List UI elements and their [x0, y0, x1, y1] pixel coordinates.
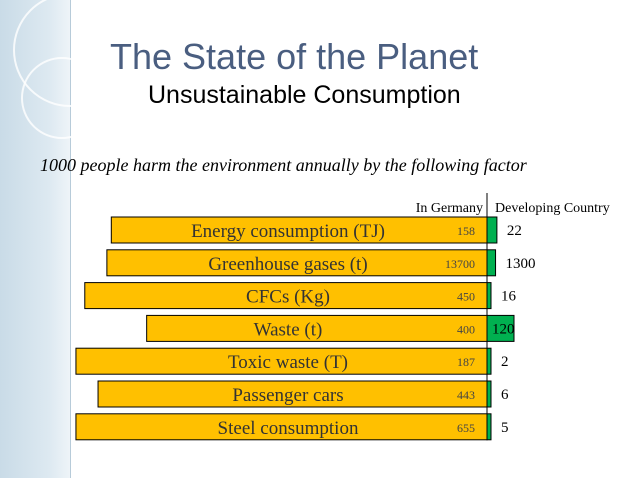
decorative-band: [0, 0, 70, 478]
developing-bar: [486, 216, 498, 244]
developing-value-label: 2: [501, 354, 509, 370]
slide-subtitle: Unsustainable Consumption: [148, 81, 461, 109]
legend-developing: Developing Country: [495, 201, 610, 216]
developing-value-label: 5: [501, 420, 509, 436]
germany-bar: [75, 413, 488, 441]
germany-value-label: 13700: [445, 257, 475, 271]
developing-bar: [486, 282, 492, 310]
category-label: Passenger cars: [232, 385, 343, 406]
germany-bar: [106, 249, 488, 277]
germany-bar: [75, 347, 488, 375]
developing-bar: [486, 314, 515, 342]
chart-caption: 1000 people harm the environment annuall…: [40, 155, 527, 175]
germany-bar: [146, 314, 488, 342]
germany-value-label: 187: [457, 355, 475, 369]
developing-bar: [486, 413, 492, 441]
developing-bar: [486, 249, 497, 277]
developing-value-label: 16: [501, 289, 517, 305]
category-label: Steel consumption: [218, 418, 359, 439]
category-label: Toxic waste (T): [228, 352, 348, 373]
decorative-divider: [70, 0, 71, 478]
category-label: Energy consumption (TJ): [191, 221, 385, 242]
decorative-circle-inner: [21, 57, 103, 139]
germany-value-label: 655: [457, 421, 475, 435]
germany-bar: [110, 216, 488, 244]
developing-bar: [486, 347, 492, 375]
category-label: Waste (t): [254, 319, 323, 340]
developing-value-label: 1300: [506, 256, 536, 272]
developing-value-label: 22: [507, 223, 522, 239]
category-label: Greenhouse gases (t): [208, 254, 367, 275]
germany-value-label: 450: [457, 290, 475, 304]
developing-bar: [486, 380, 492, 408]
developing-value-label: 6: [501, 387, 509, 403]
decorative-circles: [13, 0, 127, 139]
legend-germany: In Germany: [416, 201, 483, 216]
category-label: CFCs (Kg): [246, 287, 330, 308]
decorative-circle-outer: [13, 0, 127, 107]
germany-value-label: 158: [457, 224, 475, 238]
slide-title: The State of the Planet: [110, 36, 479, 77]
germany-bar: [84, 282, 488, 310]
germany-bar: [97, 380, 488, 408]
developing-value-label: 120: [492, 321, 515, 337]
germany-value-label: 400: [457, 322, 475, 336]
germany-value-label: 443: [457, 388, 475, 402]
